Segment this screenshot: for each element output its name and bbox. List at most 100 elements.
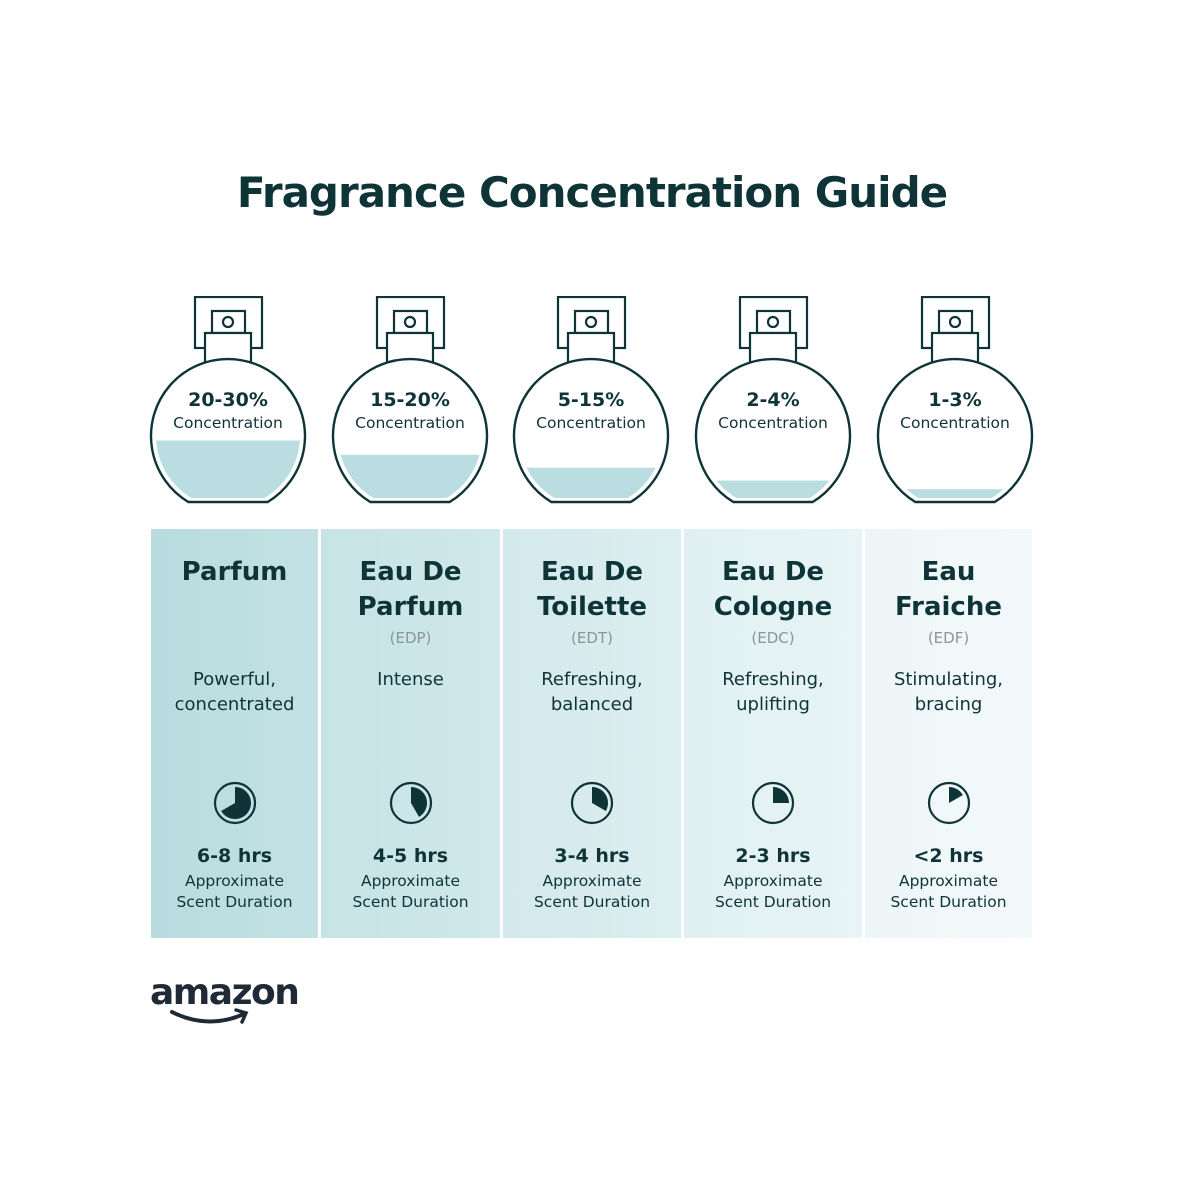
concentration-label: Concentration bbox=[355, 414, 465, 432]
concentration-percent: 20-30% bbox=[188, 389, 268, 411]
type-column-3: Eau De Cologne (EDC) Refreshing, uplifting… bbox=[684, 529, 862, 938]
duration-label-line: Approximate bbox=[184, 872, 284, 890]
nozzle-hole bbox=[221, 315, 235, 329]
type-description: Stimulating, bracing bbox=[865, 667, 1032, 717]
nozzle-hole bbox=[403, 315, 417, 329]
duration-label-line: Approximate bbox=[723, 872, 823, 890]
nozzle-hole bbox=[948, 315, 962, 329]
type-name: Eau De Toilette bbox=[503, 555, 681, 625]
duration-label: Approximate Scent Duration bbox=[503, 871, 681, 913]
type-name-line: Eau De bbox=[540, 557, 644, 587]
duration-label-line: Scent Duration bbox=[714, 893, 832, 911]
type-name: Eau De Cologne bbox=[684, 555, 862, 625]
type-abbreviation: (EDC) bbox=[751, 629, 795, 647]
type-name-line: Toilette bbox=[536, 592, 648, 622]
type-name-line: Fraiche bbox=[895, 592, 1002, 622]
liquid-fill bbox=[156, 440, 300, 498]
type-name-line: Cologne bbox=[713, 592, 833, 622]
concentration-label: Concentration bbox=[536, 414, 646, 432]
liquid-fill bbox=[883, 489, 1027, 498]
duration-label: Approximate Scent Duration bbox=[865, 871, 1032, 913]
type-abbreviation: (EDF) bbox=[927, 629, 970, 647]
bottle-0: 20-30% Concentration bbox=[148, 295, 308, 508]
type-column-1: Eau De Parfum (EDP) Intense 4-5 hrs Appro… bbox=[321, 529, 500, 938]
type-name-line: Parfum bbox=[181, 557, 288, 587]
duration-label-line: Approximate bbox=[898, 872, 998, 890]
description-line: Powerful, bbox=[193, 669, 276, 690]
type-name: Eau Fraiche bbox=[865, 555, 1032, 625]
amazon-logo: amazon bbox=[150, 972, 300, 1024]
bottle-nozzle bbox=[937, 309, 974, 335]
type-column-4: Eau Fraiche (EDF) Stimulating, bracing <2 … bbox=[865, 529, 1032, 938]
duration-value: 2-3 hrs bbox=[735, 845, 811, 867]
concentration-percent: 1-3% bbox=[928, 389, 981, 411]
clock-icon bbox=[213, 781, 256, 825]
type-name: Parfum bbox=[151, 555, 318, 590]
bottle-nozzle bbox=[392, 309, 429, 335]
liquid-fill bbox=[338, 454, 482, 498]
duration-value: 4-5 hrs bbox=[372, 845, 449, 867]
bottle-body bbox=[876, 357, 1034, 504]
type-name-line: Eau De bbox=[721, 557, 825, 587]
type-column-0: Parfum Powerful, concentrated 6-8 hrs App… bbox=[151, 529, 318, 938]
nozzle-hole bbox=[766, 315, 780, 329]
description-line: uplifting bbox=[736, 694, 810, 715]
duration-label: Approximate Scent Duration bbox=[151, 871, 318, 913]
type-description: Powerful, concentrated bbox=[151, 667, 318, 717]
bottle-nozzle bbox=[755, 309, 792, 335]
type-name-line: Parfum bbox=[357, 592, 464, 622]
duration-label-line: Scent Duration bbox=[533, 893, 651, 911]
concentration-label: Concentration bbox=[173, 414, 283, 432]
clock-icon bbox=[389, 781, 432, 825]
concentration-percent: 15-20% bbox=[370, 389, 450, 411]
duration-label-line: Scent Duration bbox=[352, 893, 469, 911]
bottle-4: 1-3% Concentration bbox=[875, 295, 1035, 508]
bottle-nozzle bbox=[210, 309, 247, 335]
description-line: Intense bbox=[377, 669, 444, 690]
duration-value: 3-4 hrs bbox=[554, 845, 630, 867]
type-description: Refreshing, balanced bbox=[503, 667, 681, 717]
type-abbreviation: (EDP) bbox=[389, 629, 432, 647]
type-abbreviation: (EDT) bbox=[571, 629, 613, 647]
bottle-body bbox=[512, 357, 670, 504]
clock-duration-wedge bbox=[592, 787, 609, 811]
liquid-fill bbox=[701, 480, 845, 498]
description-line: balanced bbox=[550, 694, 634, 715]
nozzle-hole bbox=[584, 315, 598, 329]
concentration-label: Concentration bbox=[718, 414, 828, 432]
duration-value: <2 hrs bbox=[913, 845, 984, 867]
clock-duration-wedge bbox=[410, 787, 427, 817]
duration-label-line: Approximate bbox=[542, 872, 642, 890]
clock-duration-wedge bbox=[773, 787, 789, 803]
concentration-percent: 5-15% bbox=[558, 389, 625, 411]
clock-duration-wedge bbox=[220, 787, 251, 819]
type-name-line: Eau bbox=[921, 557, 976, 587]
duration-label-line: Scent Duration bbox=[176, 893, 293, 911]
clock-icon bbox=[751, 781, 795, 825]
bottle-3: 2-4% Concentration bbox=[693, 295, 853, 508]
description-line: Stimulating, bbox=[893, 669, 1004, 690]
concentration-label: Concentration bbox=[900, 414, 1010, 432]
type-column-2: Eau De Toilette (EDT) Refreshing, balanced… bbox=[503, 529, 681, 938]
type-description: Refreshing, uplifting bbox=[684, 667, 862, 717]
svg-text:amazon: amazon bbox=[150, 972, 298, 1013]
duration-label-line: Scent Duration bbox=[890, 893, 1007, 911]
type-name: Eau De Parfum bbox=[321, 555, 500, 625]
duration-label: Approximate Scent Duration bbox=[321, 871, 500, 913]
description-line: concentrated bbox=[174, 694, 295, 715]
description-line: Refreshing, bbox=[541, 669, 643, 690]
bottle-2: 5-15% Concentration bbox=[511, 295, 671, 508]
bottle-neck bbox=[385, 331, 435, 365]
type-description: Intense bbox=[321, 667, 500, 692]
clock-icon bbox=[927, 781, 970, 825]
duration-label-line: Approximate bbox=[360, 872, 460, 890]
type-name-line: Eau De bbox=[359, 557, 462, 587]
page-title: Fragrance Concentration Guide bbox=[236, 168, 948, 217]
duration-value: 6-8 hrs bbox=[196, 845, 273, 867]
bottle-nozzle bbox=[573, 309, 610, 335]
concentration-percent: 2-4% bbox=[746, 389, 799, 411]
duration-label: Approximate Scent Duration bbox=[684, 871, 862, 913]
clock-duration-wedge bbox=[948, 787, 963, 803]
bottle-body bbox=[694, 357, 852, 504]
description-line: bracing bbox=[914, 694, 983, 715]
